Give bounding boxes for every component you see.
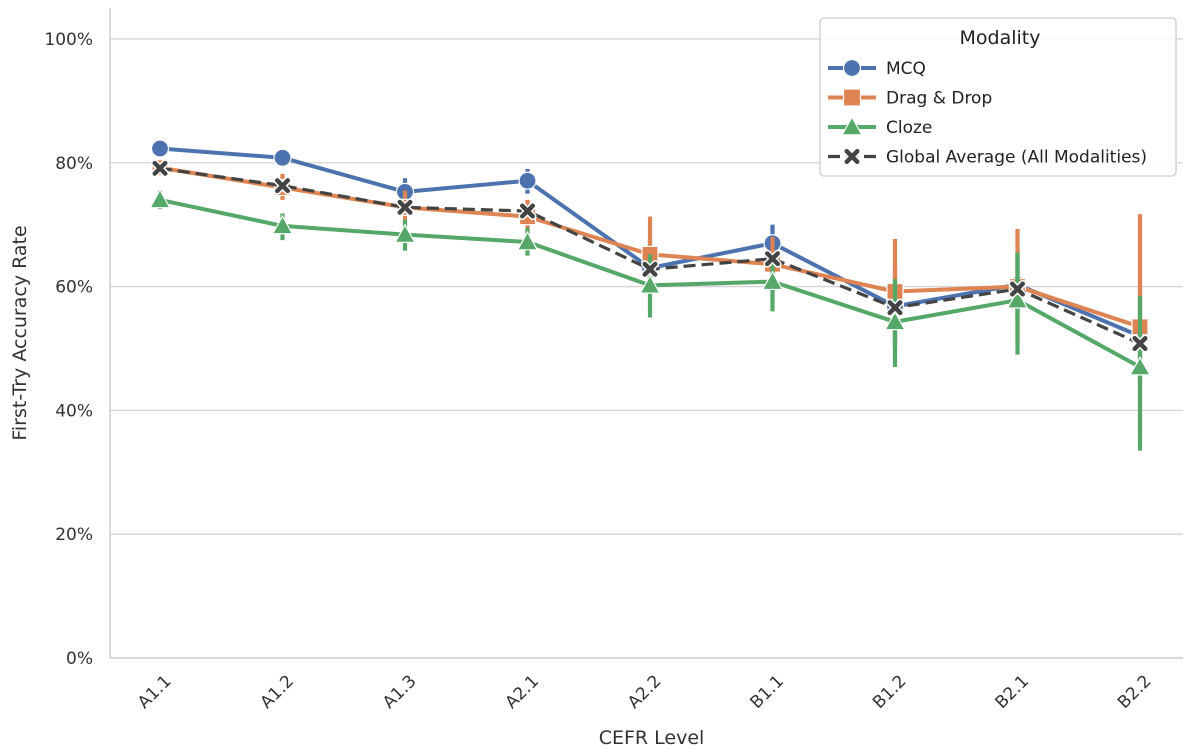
marker-x [273,176,292,195]
legend-items: MCQ Drag & Drop Cloze Global Average (All M… [828,58,1147,168]
series-group [149,139,1151,451]
marker-x-stroke [844,149,860,164]
y-axis-title: First-Try Accuracy Rate [9,225,31,440]
x-tick-label: B2.1 [992,671,1034,713]
marker-x-stroke [397,199,413,215]
series-cloze [149,188,1151,451]
x-tick-label: B2.2 [1114,671,1156,713]
marker-x [151,159,169,178]
marker-x [763,249,782,268]
marker-x-stroke [520,203,535,219]
legend-title: Modality [960,27,1041,49]
marker-x [843,147,861,166]
marker-x-stroke [152,160,168,176]
y-tick-label: 40% [55,401,93,421]
marker-circle [150,139,170,158]
legend-item: Global Average (All Modalities) [828,147,1147,168]
marker-x-stroke [1132,336,1148,352]
marker-x-stroke [1010,281,1025,297]
marker-x-stroke [765,251,780,267]
y-tick-label: 20% [55,525,93,545]
marker-circle [518,171,537,190]
marker-triangle [1006,289,1029,309]
x-tick-label: B1.1 [747,671,789,713]
x-axis-ticks: A1.1 A1.2 A1.3 A2.1 A2.2 B1.1 B1.2 B2.1 B2.2 [134,671,1155,713]
marker-circle [273,148,292,167]
y-axis-ticks: 0% 20% 40% 60% 80% 100% [44,30,93,669]
marker-triangle [516,230,539,251]
marker-x-stroke [275,178,290,194]
x-tick-label: A1.2 [257,671,298,712]
x-tick-label: A1.3 [379,671,420,712]
marker-square [842,88,862,107]
y-tick-label: 80% [55,154,93,174]
marker-circle [842,58,862,78]
legend-item: Cloze [828,115,932,138]
legend-label: Drag & Drop [886,89,992,109]
legend: Modality MCQ Drag & Drop Cloze Global Avera… [819,17,1177,177]
marker-x [396,198,414,217]
marker-triangle [639,274,661,294]
x-tick-label: A2.1 [502,671,543,712]
y-tick-label: 60% [55,278,93,298]
marker-x [641,260,659,279]
marker-triangle [841,115,863,136]
x-axis-title: CEFR Level [599,727,705,749]
legend-label: Cloze [886,118,932,138]
marker-x-stroke [887,300,903,316]
y-tick-label: 0% [66,649,93,669]
marker-x-stroke [642,261,658,277]
marker-triangle [761,270,784,291]
x-tick-label: A1.1 [134,671,175,712]
legend-box [819,17,1177,177]
series-global-average-all-modalities [151,159,1149,353]
y-tick-label: 100% [44,30,93,50]
legend-item: MCQ [828,58,926,79]
marker-x [518,202,537,221]
marker-x [886,298,904,317]
marker-triangle [149,188,171,209]
marker-triangle [394,223,416,243]
legend-label: MCQ [886,59,926,79]
marker-x [1008,280,1027,299]
marker-triangle [1129,356,1151,376]
legend-label: Global Average (All Modalities) [886,148,1147,168]
marker-x [1131,334,1149,353]
x-tick-label: B1.2 [869,671,911,713]
marker-triangle [884,310,906,331]
x-tick-label: A2.2 [624,671,665,712]
legend-item: Drag & Drop [828,88,992,109]
marker-triangle [271,214,294,235]
